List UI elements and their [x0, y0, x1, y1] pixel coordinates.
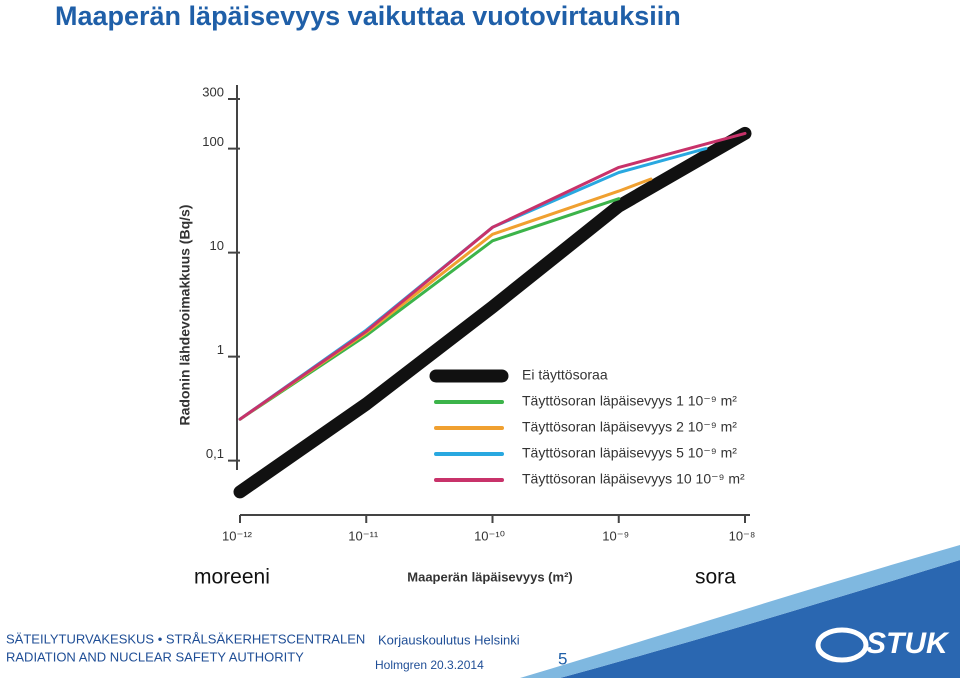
y-tick-label: 100: [202, 134, 224, 149]
legend-label: Täyttösoran läpäisevyys 2 10⁻⁹ m²: [522, 419, 737, 435]
y-axis-label: Radonin lähdevoimakkuus (Bq/s): [177, 205, 193, 426]
legend-label: Täyttösoran läpäisevyys 5 10⁻⁹ m²: [522, 445, 737, 461]
logo-mark: [815, 627, 869, 663]
legend-label: Ei täyttösoraa: [522, 367, 608, 383]
legend-label: Täyttösoran läpäisevyys 10 10⁻⁹ m²: [522, 471, 745, 487]
series-line: [238, 131, 747, 421]
series-line: [238, 177, 653, 421]
series-line: [238, 197, 621, 421]
y-tick-label: 0,1: [206, 446, 224, 461]
org-name: SÄTEILYTURVAKESKUS • STRÅLSÄKERHETSCENTR…: [6, 631, 365, 646]
y-tick-label: 10: [210, 238, 224, 253]
x-tick-label: 10⁻¹¹: [348, 528, 379, 543]
x-axis-label: Maaperän läpäisevyys (m²): [407, 569, 572, 584]
series-line: [233, 126, 752, 499]
chart: 0,1 1 10 100 300 10⁻¹² 10⁻¹¹ 10⁻¹⁰ 10⁻⁹ 10⁻⁸ Radon…: [177, 84, 756, 588]
event: Korjauskoulutus Helsinki: [378, 632, 520, 647]
footer-swoosh-light: [520, 545, 960, 678]
y-tick-label: 1: [217, 342, 224, 357]
x-tick-label: 10⁻¹²: [222, 528, 253, 543]
author-date: Holmgren 20.3.2014: [375, 658, 484, 672]
x-tick-label: 10⁻⁸: [729, 528, 756, 543]
org-name-en: RADIATION AND NUCLEAR SAFETY AUTHORITY: [6, 649, 304, 664]
x-tick-label: 10⁻¹⁰: [474, 528, 505, 543]
legend-label: Täyttösoran läpäisevyys 1 10⁻⁹ m²: [522, 393, 737, 409]
annotation: moreeni: [194, 566, 270, 589]
x-tick-label: 10⁻⁹: [602, 528, 629, 543]
slide-title: Maaperän läpäisevyys vaikuttaa vuotovirt…: [55, 1, 681, 31]
y-tick-label: 300: [202, 84, 224, 99]
footer-swoosh: [560, 560, 960, 678]
page-number: 5: [558, 649, 567, 668]
logo: STUK: [866, 627, 950, 660]
annotation: sora: [695, 566, 736, 589]
